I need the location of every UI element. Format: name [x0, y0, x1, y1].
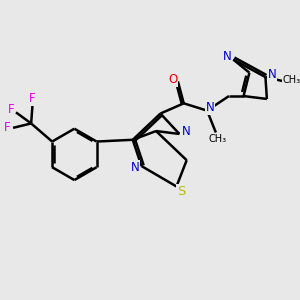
Text: CH₃: CH₃: [283, 75, 300, 85]
Text: F: F: [8, 103, 14, 116]
Text: N: N: [268, 68, 276, 81]
Text: N: N: [206, 100, 214, 114]
Text: F: F: [29, 92, 36, 105]
Text: F: F: [4, 121, 11, 134]
Text: N: N: [131, 161, 140, 174]
Text: S: S: [178, 185, 186, 198]
Text: O: O: [168, 73, 177, 85]
Text: CH₃: CH₃: [208, 134, 226, 144]
Text: N: N: [182, 125, 190, 138]
Text: N: N: [223, 50, 231, 63]
